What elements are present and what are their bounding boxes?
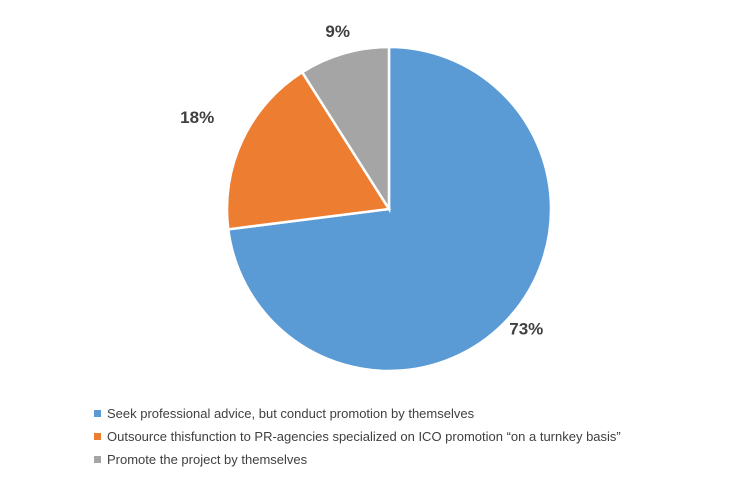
legend-swatch-3 xyxy=(94,456,101,463)
legend-label-1: Seek professional advice, but conduct pr… xyxy=(107,406,475,421)
legend-item-1: Seek professional advice, but conduct pr… xyxy=(94,402,621,425)
legend-label-2: Outsource thisfunction to PR-agencies sp… xyxy=(107,429,621,444)
data-label-3: 9% xyxy=(325,22,350,41)
pie-chart: 73% 18% 9% xyxy=(180,22,553,373)
legend-swatch-2 xyxy=(94,433,101,440)
pie-slice-2 xyxy=(225,70,392,231)
legend-item-3: Promote the project by themselves xyxy=(94,448,621,471)
data-label-2: 18% xyxy=(180,108,214,127)
legend-item-2: Outsource thisfunction to PR-agencies sp… xyxy=(94,425,621,448)
legend-swatch-1 xyxy=(94,410,101,417)
legend-label-3: Promote the project by themselves xyxy=(107,452,308,467)
chart-legend: Seek professional advice, but conduct pr… xyxy=(94,402,621,471)
pie-slice-3 xyxy=(300,45,391,214)
data-label-1: 73% xyxy=(509,320,543,339)
